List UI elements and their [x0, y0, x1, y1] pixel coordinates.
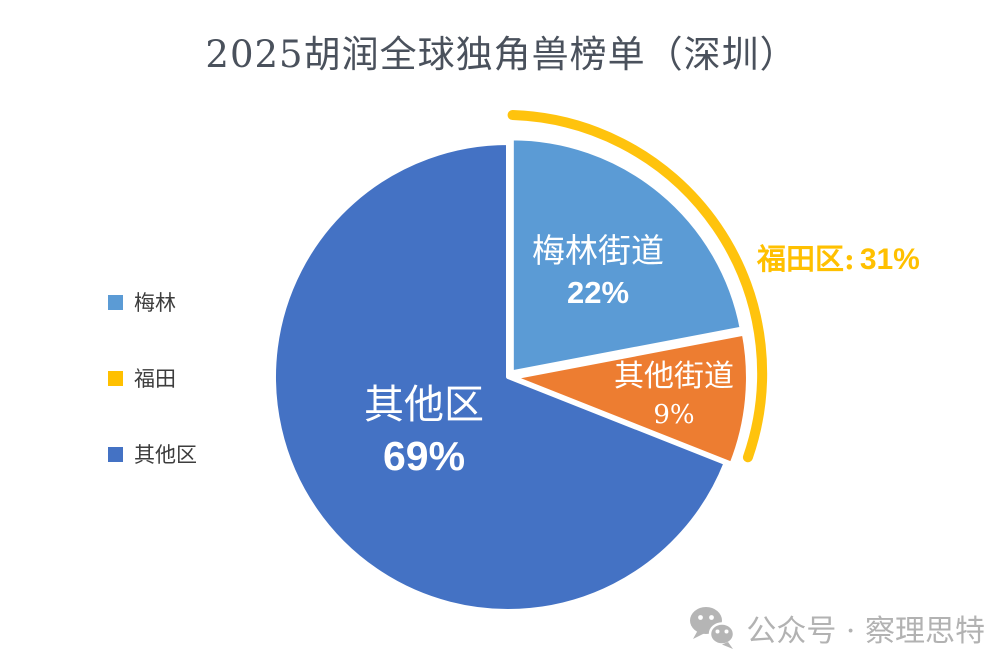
wechat-icon: [690, 607, 736, 649]
legend-item-qitaqu[interactable]: 其他区: [108, 439, 197, 469]
legend-label: 梅林: [134, 291, 176, 315]
watermark-text: 公众号 · 察理思特: [746, 614, 985, 649]
legend-swatch-futian: [108, 370, 123, 386]
watermark: 公众号 · 察理思特: [689, 606, 985, 650]
legend-item-meilin[interactable]: 梅林: [108, 287, 197, 317]
chart-title: 2025胡润全球独角兽榜单（深圳）: [205, 33, 798, 76]
legend: 梅林 福田 其他区: [108, 287, 197, 515]
annotation-arc: [507, 110, 768, 463]
legend-label: 其他区: [134, 443, 197, 467]
pie-slice-1[interactable]: [511, 331, 750, 466]
annotation-value: 31%: [859, 243, 920, 276]
legend-item-futian[interactable]: 福田: [108, 363, 197, 393]
annotation-label: 福田区:: [757, 242, 855, 276]
pie-slice-0[interactable]: [509, 136, 744, 375]
pie-slice-2[interactable]: [272, 141, 728, 613]
legend-label: 福田: [134, 367, 176, 391]
legend-swatch-meilin: [108, 294, 123, 310]
legend-swatch-qitaqu: [108, 446, 123, 462]
annotation-futian-total: 福田区: 31%: [757, 236, 920, 278]
